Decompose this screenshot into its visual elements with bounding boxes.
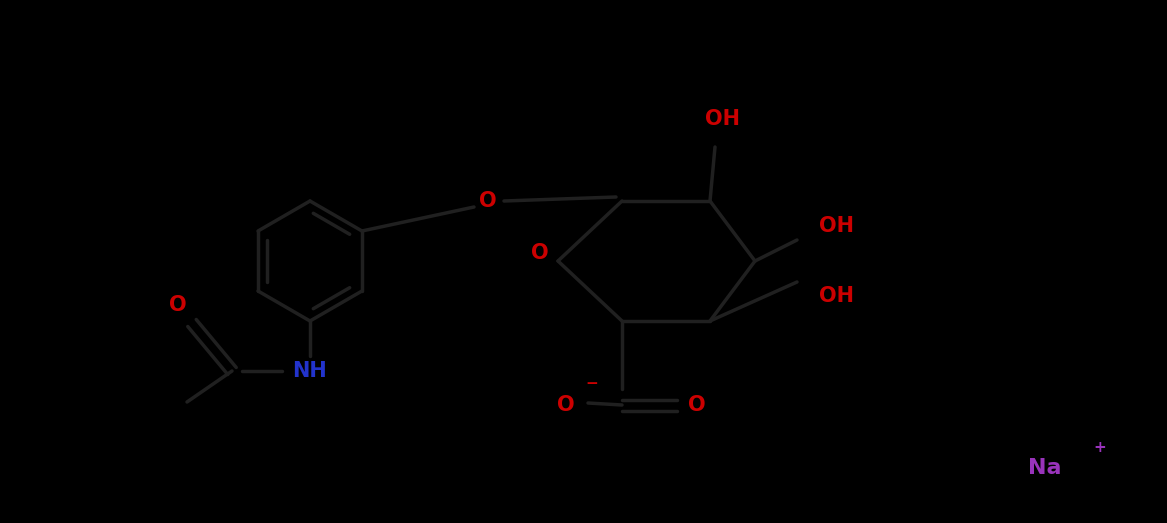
Text: OH: OH [819,286,854,306]
Text: +: + [1093,440,1106,456]
Text: −: − [586,376,599,391]
Text: O: O [531,243,548,263]
Text: OH: OH [819,216,854,236]
Text: NH: NH [293,361,328,381]
Text: O: O [557,395,575,415]
Text: OH: OH [706,109,741,129]
Text: O: O [169,295,187,315]
Text: O: O [689,395,706,415]
Text: Na: Na [1028,458,1062,478]
Text: O: O [480,191,497,211]
